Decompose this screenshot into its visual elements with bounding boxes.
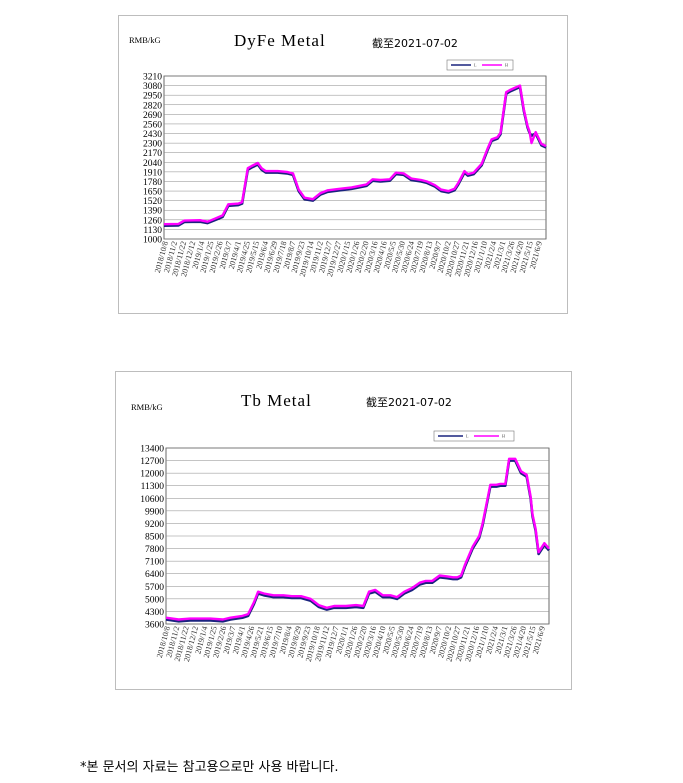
y-tick-label: 1390 xyxy=(143,207,162,217)
footer-note: *본 문서의 자료는 참고용으로만 사용 바랍니다. xyxy=(80,760,339,775)
y-tick-label: 2040 xyxy=(143,159,162,169)
series-line-l xyxy=(163,85,547,227)
series-line-h xyxy=(165,457,550,621)
series-line-h xyxy=(163,84,547,226)
y-tick-label: 8500 xyxy=(145,533,164,543)
tb-metal-chart: RMB/kG Tb Metal 截至2021-07-02 L H 3600 430… xyxy=(115,371,572,690)
chart-unit: RMB/kG xyxy=(131,402,163,412)
y-tick-label: 6400 xyxy=(145,570,164,580)
chart-title: DyFe Metal xyxy=(234,31,326,50)
y-tick-label: 7100 xyxy=(145,558,164,568)
y-tick-label: 2300 xyxy=(143,140,162,150)
y-tick-label: 1910 xyxy=(143,168,162,178)
y-tick-label: 7800 xyxy=(145,545,164,555)
y-tick-label: 3080 xyxy=(143,82,162,92)
y-tick-label: 1130 xyxy=(143,226,162,236)
y-tick-label: 1000 xyxy=(143,236,162,246)
y-tick-label: 2950 xyxy=(143,92,162,102)
dyfe-metal-chart: RMB/kG DyFe Metal 截至2021-07-02 L H 1000 1… xyxy=(118,15,568,314)
y-tick-label: 5700 xyxy=(145,583,164,593)
plot-area xyxy=(163,75,547,240)
tb-metal-chart-svg: RMB/kG Tb Metal 截至2021-07-02 L H 3600 430… xyxy=(131,391,550,663)
y-tick-label: 5000 xyxy=(145,595,164,605)
y-tick-label: 1780 xyxy=(143,178,162,188)
legend-box xyxy=(446,59,514,71)
y-tick-label: 2560 xyxy=(143,120,162,130)
y-tick-label: 12700 xyxy=(140,457,164,467)
y-tick-label: 2430 xyxy=(143,130,162,140)
y-tick-label: 10600 xyxy=(140,495,164,505)
y-tick-label: 3210 xyxy=(143,73,162,83)
y-tick-label: 3600 xyxy=(145,621,164,631)
chart-date-note: 截至2021-07-02 xyxy=(366,395,452,409)
chart-legend: L H xyxy=(446,59,514,71)
legend-label-h: H xyxy=(505,63,508,68)
y-tick-label: 2820 xyxy=(143,101,162,111)
y-tick-label: 4300 xyxy=(145,608,164,618)
y-tick-label: 13400 xyxy=(140,445,164,455)
y-tick-label: 1520 xyxy=(143,197,162,207)
y-tick-label: 9900 xyxy=(145,507,164,517)
dyfe-metal-chart-svg: RMB/kG DyFe Metal 截至2021-07-02 L H 10001… xyxy=(129,31,547,278)
chart-date-note: 截至2021-07-02 xyxy=(372,36,458,50)
chart-title: Tb Metal xyxy=(241,391,312,410)
legend-label-l: L xyxy=(466,434,469,439)
y-tick-label: 2170 xyxy=(143,149,162,159)
y-tick-label: 11300 xyxy=(141,482,165,492)
y-tick-label: 1260 xyxy=(143,216,162,226)
y-tick-label: 2690 xyxy=(143,111,162,121)
y-tick-label: 1650 xyxy=(143,188,162,198)
y-tick-label: 12000 xyxy=(140,470,164,480)
chart-unit: RMB/kG xyxy=(129,35,161,45)
legend-label-l: L xyxy=(474,63,477,68)
chart-legend: L H xyxy=(433,430,515,442)
legend-label-h: H xyxy=(502,434,505,439)
y-tick-label: 9200 xyxy=(145,520,164,530)
